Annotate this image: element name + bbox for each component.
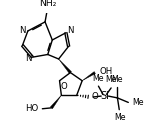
Text: O: O: [91, 92, 98, 102]
Text: Me: Me: [114, 113, 126, 122]
Text: Me: Me: [132, 98, 143, 107]
Text: OH: OH: [99, 67, 113, 76]
Text: Me: Me: [93, 74, 104, 82]
Polygon shape: [50, 95, 61, 109]
Text: NH₂: NH₂: [39, 0, 57, 8]
Text: Si: Si: [100, 91, 109, 101]
Text: O: O: [61, 82, 67, 91]
Text: N: N: [25, 54, 32, 63]
Text: Me: Me: [105, 75, 117, 84]
Text: N: N: [19, 26, 25, 36]
Polygon shape: [82, 72, 95, 81]
Text: HO: HO: [26, 104, 39, 113]
Text: N: N: [67, 26, 73, 36]
Text: Me: Me: [112, 75, 123, 84]
Polygon shape: [59, 59, 71, 73]
